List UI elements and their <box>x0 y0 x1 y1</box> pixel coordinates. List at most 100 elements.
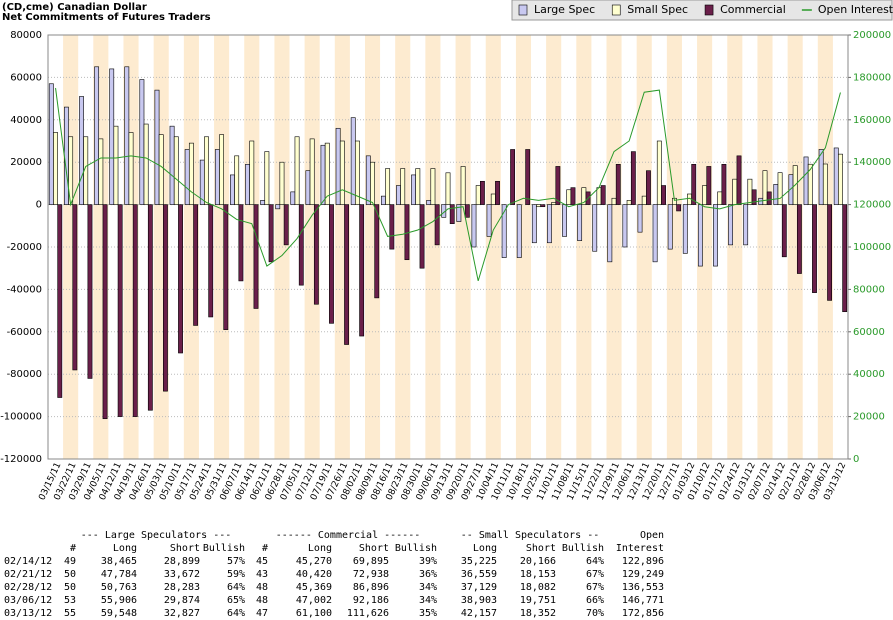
bar <box>313 204 319 305</box>
bar <box>188 142 194 205</box>
bar <box>283 204 289 246</box>
table-cell: 92,186 <box>352 595 389 606</box>
table-cell: 47 <box>255 608 268 619</box>
bar <box>577 204 583 241</box>
table-cell: 67% <box>585 569 604 580</box>
y2-tick-label: 20000 <box>853 412 885 423</box>
column-header: Short <box>358 543 389 554</box>
bar <box>102 204 108 420</box>
legend-label: Large Spec <box>534 3 595 16</box>
table-cell: 64% <box>585 556 604 567</box>
bar <box>365 155 371 205</box>
bar <box>615 164 621 205</box>
bar <box>818 149 824 205</box>
bar <box>547 204 552 244</box>
bar <box>260 200 266 205</box>
bar <box>607 204 613 263</box>
bar <box>691 164 697 205</box>
bar <box>751 189 757 205</box>
column-header: # <box>69 543 76 554</box>
bar <box>132 204 138 417</box>
band <box>274 35 290 459</box>
table-cell: 50 <box>63 569 76 580</box>
row-date: 02/28/12 <box>4 582 53 593</box>
bar <box>480 180 485 205</box>
bar <box>411 174 416 205</box>
y-tick-label: 0 <box>36 200 42 211</box>
bar <box>415 168 421 205</box>
row-date: 02/21/12 <box>4 569 53 580</box>
bar <box>803 156 809 205</box>
bar <box>324 142 330 205</box>
bar <box>249 140 255 205</box>
table-cell: 122,896 <box>621 556 664 567</box>
table-cell: 38,903 <box>460 595 497 606</box>
table-cell: 111,626 <box>346 608 389 619</box>
bar <box>486 204 492 237</box>
bar <box>109 68 115 205</box>
table-cell: 47,002 <box>295 595 332 606</box>
bar <box>592 204 598 252</box>
bar <box>600 185 606 205</box>
table-cell: 59% <box>226 569 245 580</box>
bar <box>536 204 541 208</box>
bar <box>713 204 718 267</box>
line-series <box>55 87 841 282</box>
table-cell: 48 <box>255 582 268 593</box>
bar <box>717 191 723 205</box>
y2-tick-label: 200000 <box>853 30 891 41</box>
group-header: --- Large Speculators --- <box>80 530 232 541</box>
bar <box>471 204 477 248</box>
bar <box>253 204 259 309</box>
bar <box>430 168 436 205</box>
bar <box>796 204 802 274</box>
table-cell: 35% <box>418 608 437 619</box>
bar <box>777 172 783 205</box>
table-cell: 43 <box>255 569 268 580</box>
table-cell: 19,751 <box>519 595 556 606</box>
bar <box>350 117 356 205</box>
y-tick-label: -120000 <box>0 454 42 465</box>
legend-label: Small Spec <box>627 3 688 16</box>
bar <box>339 140 345 205</box>
legend-box <box>511 0 893 21</box>
table-cell: 57% <box>226 556 245 567</box>
bar <box>667 204 673 250</box>
table-cell: 66% <box>585 595 604 606</box>
group-header: Open <box>639 530 665 541</box>
y2-tick-label: 40000 <box>853 369 885 380</box>
band <box>757 35 773 459</box>
bar <box>128 132 134 205</box>
y-tick-label: 40000 <box>10 115 42 126</box>
bar <box>637 204 643 233</box>
table-cell: 55,906 <box>100 595 137 606</box>
bar <box>525 149 531 205</box>
table-cell: 34% <box>418 595 437 606</box>
band <box>576 35 592 459</box>
row-date: 03/06/12 <box>4 595 53 606</box>
bar <box>555 166 561 205</box>
bar <box>652 204 658 263</box>
table-cell: 28,283 <box>163 582 200 593</box>
bar <box>298 204 304 286</box>
bar <box>329 204 334 324</box>
bar <box>238 204 244 282</box>
bar <box>370 161 375 205</box>
bar <box>158 134 164 205</box>
y-tick-label: -60000 <box>7 327 42 338</box>
legend-label: Commercial <box>720 3 786 16</box>
group-header: -- Small Speculators -- <box>460 530 600 541</box>
table-cell: 45 <box>255 556 268 567</box>
band <box>666 35 682 459</box>
bar <box>72 204 78 371</box>
bar <box>419 204 425 269</box>
bar <box>113 125 119 205</box>
table-cell: 20,166 <box>519 556 556 567</box>
bar <box>822 163 828 205</box>
table-cell: 29,874 <box>163 595 200 606</box>
table-cell: 64% <box>226 608 245 619</box>
bar <box>501 204 507 258</box>
table-cell: 18,082 <box>519 582 556 593</box>
bar <box>143 123 149 205</box>
bar <box>305 170 311 205</box>
